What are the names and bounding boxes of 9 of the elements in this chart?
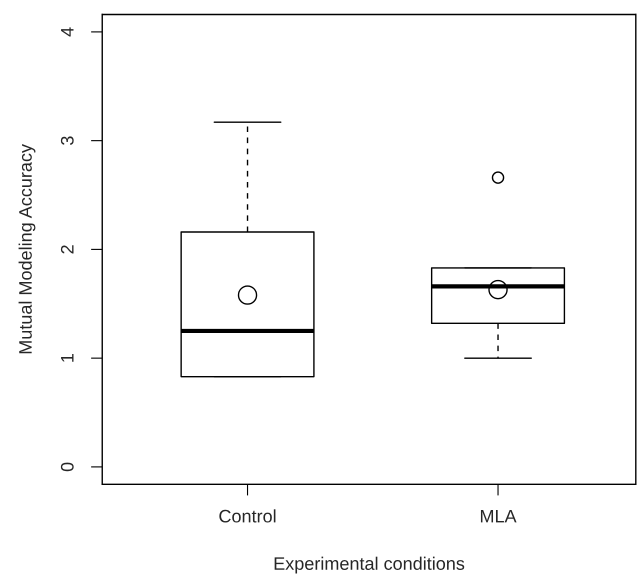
x-tick-label: Control xyxy=(219,509,276,523)
y-axis-title: Mutual Modeling Accuracy xyxy=(18,144,36,354)
x-axis-title: Experimental conditions xyxy=(274,556,464,574)
y-tick-label: 1 xyxy=(61,354,74,362)
y-tick-label: 0 xyxy=(60,462,74,472)
y-tick-label: 4 xyxy=(61,27,74,37)
y-tick-label: 3 xyxy=(60,136,74,145)
y-tick-label: 2 xyxy=(60,245,74,254)
x-tick-label: MLA xyxy=(480,510,517,522)
